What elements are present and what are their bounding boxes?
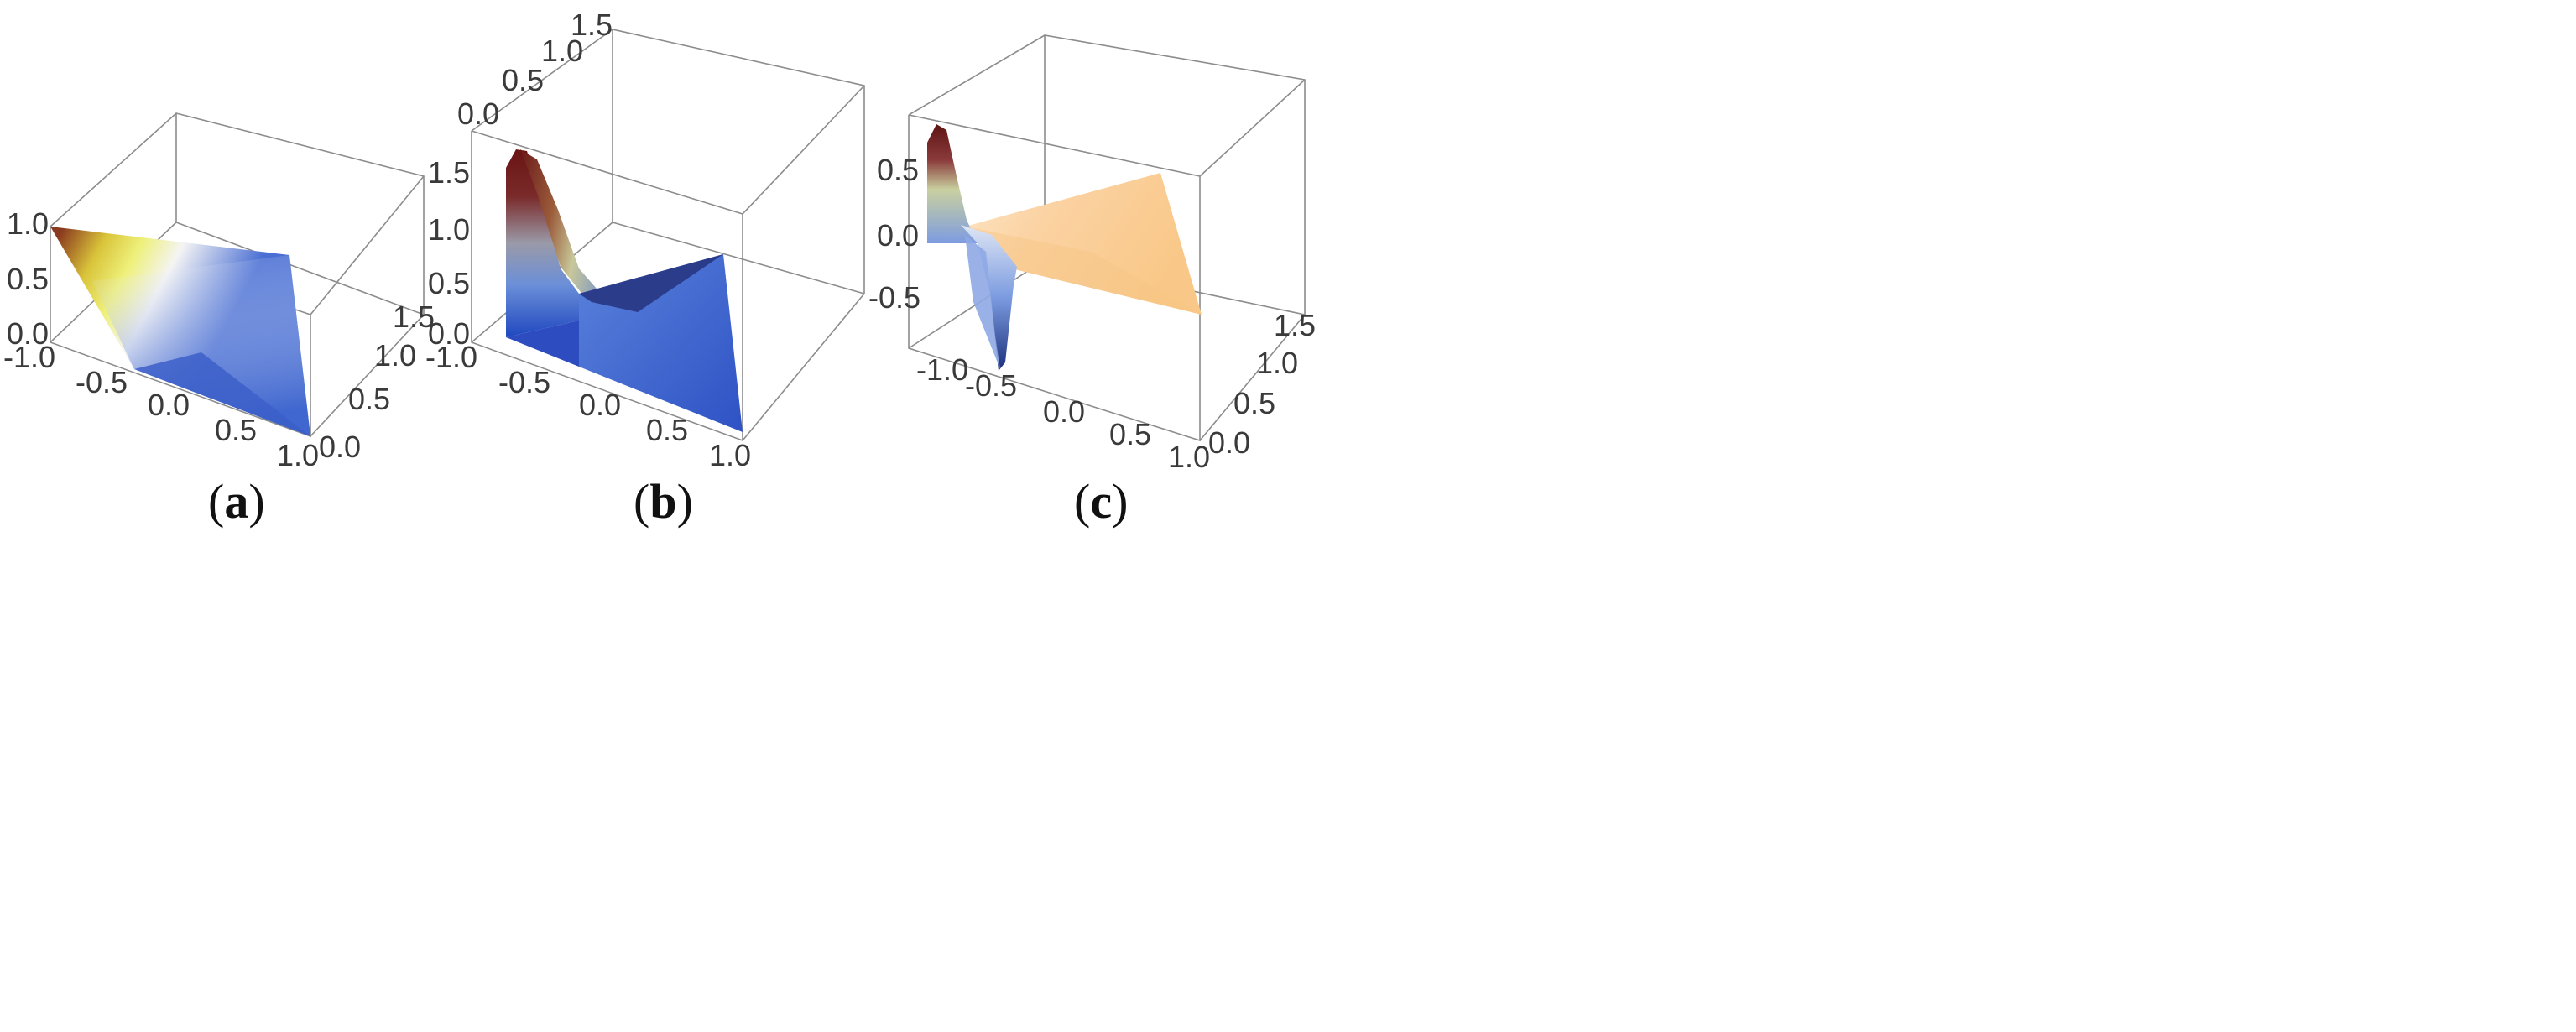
z-tick-b-3-top: 1.5 [571,8,613,42]
x-tick-b-1: -0.5 [498,365,550,399]
x-tick-b-4: 1.0 [709,438,751,472]
z-tick-b-1: 0.5 [428,266,470,300]
panel-c: 0.5 0.0 -0.5 -1.0 -0.5 0.0 0.5 1.0 0.0 0… [868,34,1316,529]
x-tick-a-0: -1.0 [3,340,55,374]
x-tick-b-3: 0.5 [646,413,688,447]
caption-a: (a) [208,474,265,529]
panel-a: 1.0 0.5 0.0 -1.0 -0.5 0.0 0.5 1.0 0.0 0.… [3,112,435,529]
x-tick-c-1: -0.5 [965,368,1017,403]
y-tick-c-1: 0.5 [1233,386,1275,420]
x-ticks-b: -1.0 -0.5 0.0 0.5 1.0 [425,340,751,472]
surface-c-plane [965,173,1202,315]
surface-b-peak-front [506,149,579,337]
surface-b-wedge [579,254,723,312]
x-tick-c-2: 0.0 [1043,394,1085,429]
z-tick-c-2: 0.5 [877,153,919,187]
surface-a-shade [92,255,310,436]
bounding-box-c [908,34,1306,442]
surface-c-plane-shade [965,227,1202,315]
z-ticks-c: 0.5 0.0 -0.5 [868,153,920,315]
caption-b: (b) [634,474,693,529]
z-tick-a-1: 0.5 [7,262,49,296]
x-ticks-a: -1.0 -0.5 0.0 0.5 1.0 [3,340,319,472]
surface-c [927,124,1202,371]
x-tick-b-2: 0.0 [579,388,621,422]
y-tick-a-2: 1.0 [374,338,416,373]
surface-c-peak [927,124,978,243]
y-tick-c-0: 0.0 [1208,425,1250,460]
z-tick-b-0-top: 0.0 [457,96,499,131]
surface-c-valley-side [965,235,1000,369]
x-tick-b-0: -1.0 [425,340,477,374]
surface-b-base [506,321,579,367]
z-tick-b-1-top: 0.5 [502,63,544,97]
x-tick-a-3: 0.5 [215,413,257,447]
surface-a-lower [134,352,310,436]
panel-b: 0.0 0.5 1.0 1.5 1.5 1.0 0.5 0.0 -1.0 -0.… [425,8,865,529]
z-tick-b-2: 1.0 [428,212,470,247]
surface-c-valley [961,225,1017,371]
y-tick-c-2: 1.0 [1256,346,1298,380]
y-tick-a-3: 1.5 [393,300,435,334]
z-ticks-a: 1.0 0.5 0.0 [7,206,49,351]
z-tick-a-0: 0.0 [7,316,49,351]
x-tick-a-2: 0.0 [148,388,190,422]
z-ticks-b: 0.0 0.5 1.0 1.5 1.5 1.0 0.5 0.0 [428,8,613,351]
z-tick-c-0: -0.5 [868,280,920,315]
x-tick-a-4: 1.0 [277,438,319,472]
z-tick-b-2-top: 1.0 [541,34,583,68]
z-tick-c-1: 0.0 [877,218,919,253]
z-tick-b-0: 0.0 [428,316,470,351]
surface-b-peak-side [520,149,638,310]
y-tick-a-1: 0.5 [348,382,390,416]
x-tick-a-1: -0.5 [76,365,128,399]
y-tick-a-0: 0.0 [319,430,361,464]
surface-b [506,149,743,432]
caption-c: (c) [1074,474,1128,529]
x-tick-c-3: 0.5 [1109,417,1151,451]
x-ticks-c: -1.0 -0.5 0.0 0.5 1.0 [916,352,1210,474]
z-tick-a-2: 1.0 [7,206,49,241]
surface-a [50,227,310,436]
y-ticks-c: 0.0 0.5 1.0 1.5 [1208,308,1316,460]
y-ticks-a: 0.0 0.5 1.0 1.5 [319,300,435,464]
x-tick-c-4: 1.0 [1168,440,1210,474]
x-tick-c-0: -1.0 [916,352,968,387]
bounding-box-b [471,29,865,442]
y-tick-c-3: 1.5 [1274,308,1316,342]
z-tick-b-3: 1.5 [428,155,470,190]
